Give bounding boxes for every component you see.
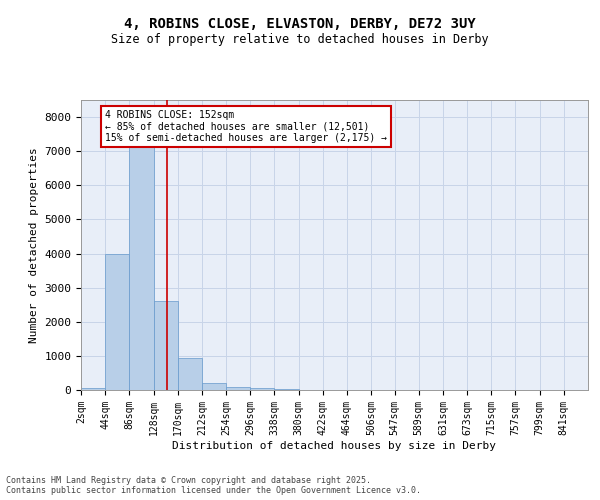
Bar [274,389,299,390]
Bar [178,358,202,390]
Text: Size of property relative to detached houses in Derby: Size of property relative to detached ho… [111,32,489,46]
Text: 4, ROBINS CLOSE, ELVASTON, DERBY, DE72 3UY: 4, ROBINS CLOSE, ELVASTON, DERBY, DE72 3… [124,18,476,32]
X-axis label: Distribution of detached houses by size in Derby: Distribution of detached houses by size … [173,440,497,450]
Bar [154,302,178,390]
Y-axis label: Number of detached properties: Number of detached properties [29,147,39,343]
Bar [81,388,105,390]
Bar [105,254,130,390]
Bar [250,388,274,390]
Text: Contains HM Land Registry data © Crown copyright and database right 2025.
Contai: Contains HM Land Registry data © Crown c… [6,476,421,495]
Bar [226,386,250,390]
Bar [202,383,226,390]
Bar [130,134,154,390]
Text: 4 ROBINS CLOSE: 152sqm
← 85% of detached houses are smaller (12,501)
15% of semi: 4 ROBINS CLOSE: 152sqm ← 85% of detached… [105,110,387,144]
